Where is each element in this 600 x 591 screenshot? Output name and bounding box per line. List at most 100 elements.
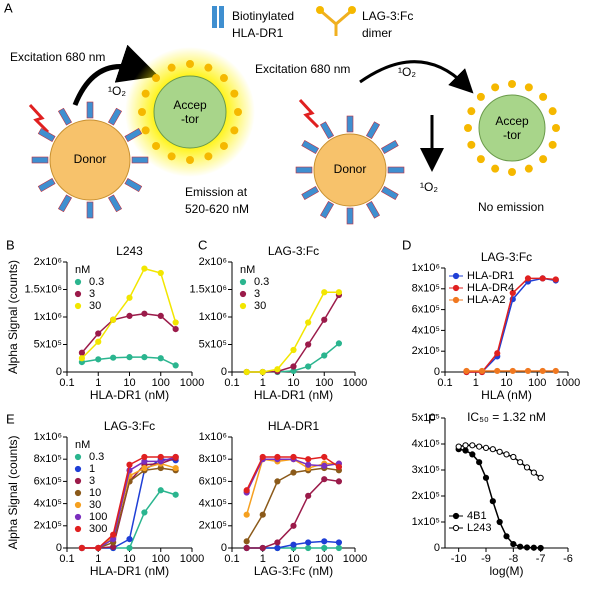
x-tick-label: 1000 bbox=[180, 553, 204, 565]
y-tick-label: 8x10⁵ bbox=[412, 283, 440, 295]
x-tick-label: 0.1 bbox=[59, 377, 74, 389]
y-axis-label: Alpha Signal (counts) bbox=[6, 435, 20, 549]
emission: 520-620 nM bbox=[185, 202, 249, 216]
receptor bbox=[491, 164, 500, 173]
data-point bbox=[126, 461, 133, 468]
data-point bbox=[290, 363, 297, 370]
x-tick-label: 1000 bbox=[180, 377, 204, 389]
receptor bbox=[301, 185, 320, 201]
legend-marker bbox=[74, 513, 82, 521]
x-tick-label: -9 bbox=[481, 553, 491, 565]
data-point bbox=[494, 367, 501, 375]
x-tick-label: -7 bbox=[536, 553, 546, 565]
data-point bbox=[462, 442, 469, 449]
data-point bbox=[305, 461, 312, 468]
x-axis-label: HLA-DR1 (nM) bbox=[90, 564, 169, 578]
legend-marker bbox=[74, 453, 82, 461]
emission: No emission bbox=[478, 200, 544, 214]
x-tick-label: 0.1 bbox=[224, 377, 239, 389]
x-tick-label: 0.1 bbox=[224, 553, 239, 565]
legend-text: HLA-DR1 bbox=[232, 26, 284, 40]
data-point bbox=[141, 453, 148, 461]
data-point bbox=[321, 476, 328, 483]
receptor bbox=[86, 101, 94, 119]
donor-label: Donor bbox=[334, 162, 367, 176]
receptor bbox=[107, 194, 123, 213]
legend-marker bbox=[452, 296, 460, 304]
y-tick-label: 0 bbox=[434, 366, 440, 378]
y-tick-label: 1x10⁵ bbox=[412, 516, 440, 528]
data-point bbox=[290, 469, 297, 476]
data-point bbox=[321, 352, 328, 359]
x-tick-label: 10 bbox=[500, 377, 512, 389]
receptor bbox=[365, 200, 381, 219]
data-point bbox=[305, 456, 312, 463]
data-point bbox=[523, 544, 531, 551]
legend-marker bbox=[74, 489, 82, 497]
arrow bbox=[359, 60, 474, 94]
receptor bbox=[141, 126, 150, 135]
data-point bbox=[243, 544, 250, 552]
data-point bbox=[552, 276, 559, 283]
receptor bbox=[464, 124, 472, 132]
receptor bbox=[230, 89, 239, 98]
data-point bbox=[530, 469, 537, 476]
data-point bbox=[95, 544, 102, 552]
data-point bbox=[517, 459, 524, 466]
receptor bbox=[141, 89, 150, 98]
x-tick-label: 1 bbox=[473, 377, 479, 389]
receptor bbox=[186, 60, 194, 68]
data-point bbox=[126, 354, 133, 361]
data-point bbox=[126, 544, 133, 552]
receptor bbox=[539, 92, 548, 101]
panel-label: A bbox=[4, 0, 13, 15]
y-tick-label: 3x10⁵ bbox=[412, 464, 440, 476]
receptor bbox=[37, 127, 56, 143]
y-tick-label: 8x10⁵ bbox=[34, 453, 62, 465]
receptor bbox=[86, 201, 94, 219]
data-point bbox=[524, 275, 532, 282]
data-point bbox=[274, 366, 281, 373]
emission: Emission at bbox=[185, 185, 248, 199]
receptor bbox=[539, 155, 548, 164]
y-tick-label: 6x10⁵ bbox=[34, 475, 62, 487]
excitation: Excitation 680 nm bbox=[10, 50, 105, 64]
receptor bbox=[476, 155, 485, 164]
flash bbox=[28, 103, 50, 134]
data-point bbox=[243, 368, 250, 376]
data-point bbox=[305, 539, 312, 546]
legend-label: 300 bbox=[89, 523, 107, 535]
receptor bbox=[467, 107, 476, 116]
receptor bbox=[346, 115, 354, 133]
data-point bbox=[305, 319, 312, 326]
data-point bbox=[537, 544, 544, 552]
data-point bbox=[141, 509, 148, 516]
data-point bbox=[290, 541, 297, 548]
x-tick-label: 1000 bbox=[556, 377, 580, 389]
data-point bbox=[321, 289, 328, 296]
y-tick-label: 0 bbox=[434, 542, 440, 554]
y-tick-label: 0 bbox=[221, 542, 227, 554]
y-tick-label: 1x10⁶ bbox=[34, 431, 62, 443]
data-point bbox=[157, 453, 164, 461]
data-point bbox=[126, 294, 133, 301]
legend-label: 30 bbox=[89, 499, 101, 511]
legend-marker bbox=[74, 278, 82, 286]
y-tick-label: 1.5x10⁶ bbox=[189, 283, 227, 295]
receptor bbox=[57, 107, 73, 126]
y-tick-label: 2x10⁶ bbox=[199, 256, 227, 268]
legend-title: nM bbox=[75, 439, 90, 451]
data-point bbox=[503, 533, 510, 540]
data-point bbox=[503, 451, 510, 458]
panel-label: F bbox=[428, 411, 436, 426]
excitation: Excitation 680 nm bbox=[255, 62, 350, 76]
receptor bbox=[37, 177, 56, 193]
receptor bbox=[476, 92, 485, 101]
receptor bbox=[387, 166, 405, 174]
data-point bbox=[157, 312, 164, 319]
y-tick-label: 1x10⁶ bbox=[412, 262, 440, 274]
donor-label: Donor bbox=[74, 152, 107, 166]
diagram: A Biotinylated HLA-DR1 LAG-3:Fc dimer Ex… bbox=[4, 0, 546, 216]
data-point bbox=[126, 312, 133, 319]
y-tick-label: 1x10⁶ bbox=[199, 311, 227, 323]
